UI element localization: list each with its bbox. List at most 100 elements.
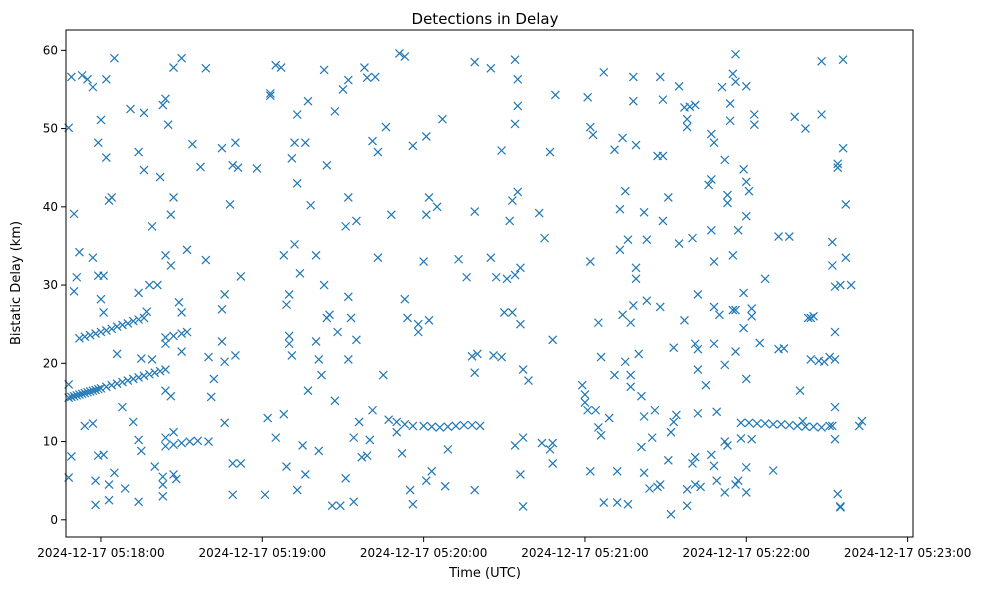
data-point <box>817 423 827 432</box>
data-point <box>408 421 418 431</box>
data-point <box>147 221 157 231</box>
data-point <box>220 418 230 428</box>
data-point <box>77 70 87 80</box>
data-point <box>368 405 377 415</box>
data-point <box>139 108 149 118</box>
data-point <box>709 339 719 349</box>
data-point <box>817 110 827 119</box>
data-point <box>583 405 593 415</box>
data-point <box>303 96 313 106</box>
data-point <box>835 502 845 511</box>
data-point <box>298 441 308 450</box>
data-point <box>96 294 106 304</box>
data-point <box>725 116 735 126</box>
data-point <box>846 280 856 290</box>
data-point <box>666 509 676 519</box>
data-point <box>731 49 740 59</box>
x-tick-label: 2024-12-17 05:23:00 <box>844 546 971 560</box>
data-point <box>338 85 348 94</box>
data-point <box>435 423 445 432</box>
data-point <box>513 187 523 197</box>
data-point <box>626 370 636 380</box>
data-point <box>91 476 101 486</box>
data-point <box>709 461 719 471</box>
data-point <box>236 459 246 468</box>
data-point <box>454 254 464 264</box>
data-point <box>510 55 520 65</box>
data-point <box>136 354 146 364</box>
data-point <box>177 329 187 338</box>
data-point <box>580 398 590 407</box>
data-point <box>134 497 144 507</box>
data-point <box>658 95 668 105</box>
data-point <box>827 421 837 431</box>
data-point <box>279 250 289 260</box>
data-point <box>706 129 716 139</box>
data-point <box>524 376 533 385</box>
data-point <box>534 208 544 218</box>
data-point <box>343 193 353 202</box>
data-point <box>830 402 840 412</box>
data-point <box>854 421 864 431</box>
data-point <box>706 175 716 184</box>
data-point <box>835 280 845 290</box>
data-point <box>83 74 92 84</box>
data-point <box>128 374 138 384</box>
data-point <box>217 304 227 314</box>
data-point <box>158 472 168 482</box>
data-point <box>741 177 751 187</box>
data-point <box>470 485 480 495</box>
data-point <box>650 405 660 415</box>
data-point <box>112 379 122 389</box>
data-point <box>85 387 95 396</box>
data-point <box>841 253 851 263</box>
data-point <box>177 438 187 448</box>
data-point <box>577 380 587 390</box>
data-point <box>169 469 178 479</box>
data-point <box>798 416 808 426</box>
data-point <box>88 253 98 263</box>
data-point <box>139 165 149 175</box>
data-point <box>776 419 786 429</box>
data-point <box>88 82 98 92</box>
data-point <box>830 327 840 337</box>
data-point <box>373 253 383 263</box>
data-point <box>287 153 297 163</box>
data-point <box>292 485 302 495</box>
data-point <box>107 324 117 334</box>
data-point <box>443 422 453 432</box>
data-point <box>91 385 101 395</box>
data-point <box>80 388 90 398</box>
data-point <box>408 141 418 151</box>
data-markers <box>64 49 867 519</box>
data-point <box>99 271 109 281</box>
x-tick-label: 2024-12-17 05:19:00 <box>199 546 326 560</box>
data-point <box>201 255 211 265</box>
data-point <box>502 274 512 284</box>
data-point <box>75 247 84 257</box>
data-point <box>351 335 361 345</box>
data-point <box>421 131 431 141</box>
data-point <box>596 430 606 440</box>
data-point <box>760 419 770 428</box>
data-point <box>311 336 321 346</box>
data-point <box>470 368 480 378</box>
data-point <box>424 315 434 325</box>
data-point <box>88 419 98 428</box>
data-point <box>612 498 622 507</box>
data-point <box>768 466 778 475</box>
y-tick-label: 60 <box>43 43 58 57</box>
data-point <box>712 476 722 486</box>
data-point <box>615 204 625 214</box>
data-point <box>330 106 340 116</box>
x-tick-label: 2024-12-17 05:18:00 <box>37 546 164 560</box>
data-point <box>360 63 369 72</box>
data-point <box>669 343 679 353</box>
data-point <box>101 382 111 392</box>
data-point <box>91 329 101 338</box>
data-point <box>513 74 523 84</box>
data-point <box>744 186 754 196</box>
data-point <box>515 469 525 479</box>
data-point <box>317 370 326 380</box>
